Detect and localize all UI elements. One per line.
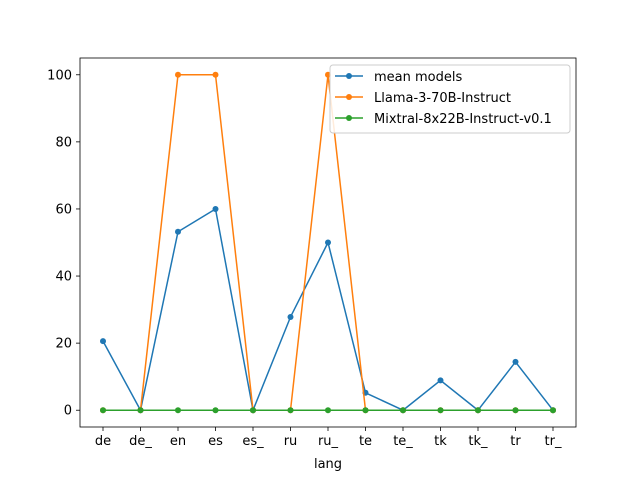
y-tick-label-1: 20: [55, 337, 72, 352]
x-tick-label-8: te_: [393, 434, 413, 449]
legend-marker-2: [346, 115, 352, 121]
series-0-point-2: [175, 228, 181, 235]
y-tick-label-0: 0: [64, 404, 72, 419]
x-tick-label-2: en: [170, 434, 186, 449]
legend: mean models Llama-3-70B-Instruct Mixtral-8…: [329, 64, 571, 134]
legend-box: [329, 64, 571, 134]
x-tick-label-6: ru_: [318, 434, 339, 449]
x-tick-label-0: de: [95, 434, 111, 449]
series-2-point-6: [325, 407, 331, 414]
series-2-point-11: [512, 407, 519, 414]
x-tick-label-10: tk_: [468, 434, 488, 449]
series-2-point-5: [287, 407, 294, 414]
series-0-point-6: [325, 239, 331, 246]
series-0-point-3: [212, 205, 219, 212]
x-tick-label-12: tr_: [545, 434, 562, 449]
series-2-point-4: [250, 407, 256, 414]
series-2-point-12: [550, 407, 556, 414]
x-axis-label: lang: [314, 457, 342, 472]
series-1-point-3: [212, 71, 219, 78]
x-tick-label-5: ru: [284, 434, 298, 449]
y-tick-label-3: 60: [55, 202, 72, 217]
y-tick-label-5: 100: [47, 68, 72, 83]
x-tick-label-1: de_: [129, 434, 152, 449]
series-1-point-2: [175, 71, 181, 78]
x-tick-label-3: es: [208, 434, 223, 449]
series-0-point-9: [437, 377, 444, 384]
legend-marker-1: [346, 94, 352, 100]
x-tick-label-9: tk: [434, 434, 447, 449]
series-2-point-8: [400, 407, 406, 414]
y-tick-label-2: 40: [55, 270, 72, 285]
x-tick-label-7: te: [359, 434, 372, 449]
series-0-point-5: [287, 313, 294, 320]
series-0-point-0: [100, 338, 106, 345]
series-0-point-11: [512, 358, 519, 365]
legend-label-0: mean models: [374, 70, 462, 85]
series-2-point-1: [137, 407, 144, 414]
legend-marker-0: [346, 73, 352, 79]
series-2-point-2: [175, 407, 181, 414]
y-tick-label-4: 80: [55, 135, 72, 150]
axes: de de_ en es es_ ru ru_ te te_ tk tk_ tr tr_ 0 20 40 60 8…: [47, 57, 577, 449]
series-2-point-7: [362, 407, 369, 414]
series-2-point-0: [100, 407, 106, 414]
x-tick-label-11: tr: [510, 434, 521, 449]
series-2-point-3: [212, 407, 219, 414]
legend-label-2: Mixtral-8x22B-Instruct-v0.1: [374, 112, 552, 127]
x-tick-label-4: es_: [242, 434, 264, 449]
plot-area: [100, 71, 556, 414]
legend-label-1: Llama-3-70B-Instruct: [374, 91, 511, 106]
series-2-point-9: [437, 407, 444, 414]
series-2-point-10: [475, 407, 481, 414]
